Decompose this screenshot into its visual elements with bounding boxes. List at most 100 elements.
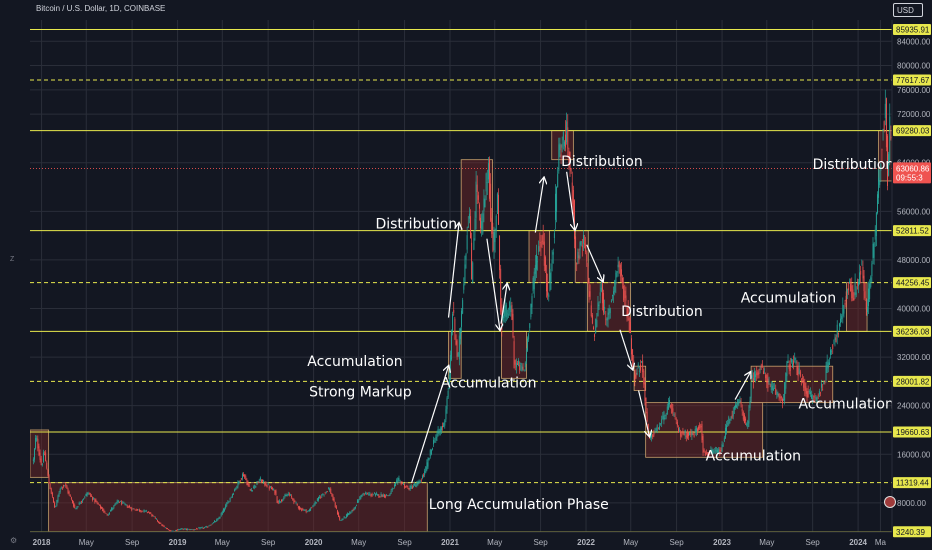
- time-axis[interactable]: [30, 532, 892, 550]
- candle-body: [300, 508, 302, 510]
- candle-body: [160, 523, 162, 524]
- annotation-label: Accumulation: [741, 290, 836, 306]
- left-toolbar: Z ⚙: [0, 0, 30, 550]
- candle-body: [427, 459, 429, 467]
- candle-body: [360, 495, 362, 498]
- candle-body: [379, 496, 381, 497]
- candle-body: [720, 450, 722, 452]
- candle-body: [399, 480, 401, 482]
- x-tick-label: Sep: [261, 538, 276, 547]
- candle-body: [199, 527, 201, 529]
- candle-body: [609, 308, 611, 314]
- candle-body: [697, 429, 698, 431]
- candle-body: [527, 338, 528, 351]
- candle-body: [215, 521, 217, 522]
- candle-body: [872, 243, 874, 259]
- candle-body: [560, 154, 562, 158]
- candle-body: [702, 436, 704, 453]
- candle-body: [307, 510, 309, 512]
- candle-body: [464, 264, 466, 282]
- candle-body: [466, 235, 468, 250]
- candle-body: [40, 458, 42, 465]
- candle-body: [103, 509, 105, 512]
- candle-body: [169, 530, 171, 532]
- candle-body: [134, 509, 136, 511]
- level-badges: 85935.91 77617.67 69280.03 52811.52 44256.45…: [893, 23, 931, 538]
- candle-body: [733, 406, 735, 410]
- price-axis[interactable]: [892, 20, 932, 532]
- candle-body: [435, 437, 437, 441]
- candle-body: [566, 121, 568, 143]
- candle-body: [411, 486, 413, 489]
- candle-body: [150, 512, 152, 514]
- trend-arrow: [586, 244, 603, 281]
- candle-body: [729, 421, 731, 423]
- candle-body: [195, 529, 196, 530]
- level-badge-label: 11319.44: [896, 479, 929, 488]
- candle-body: [183, 528, 185, 530]
- candle-body: [665, 414, 667, 417]
- currency-button[interactable]: USD: [893, 3, 923, 17]
- candle-body: [48, 475, 50, 484]
- candle-body: [529, 323, 531, 328]
- candle-body: [415, 484, 417, 487]
- y-tick-label: 16000.00: [897, 450, 931, 459]
- x-tick-label: Sep: [533, 538, 548, 547]
- candle-body: [533, 271, 535, 290]
- candle-body: [79, 503, 81, 504]
- candle-body: [363, 493, 365, 495]
- candle-body: [847, 288, 849, 291]
- candle-body: [207, 526, 209, 528]
- candle-body: [245, 476, 247, 480]
- candle-body: [632, 349, 634, 361]
- candle-body: [75, 508, 77, 509]
- candle-body: [78, 502, 80, 505]
- candle-body: [235, 488, 237, 490]
- candle-body: [889, 116, 891, 161]
- candle-body: [182, 528, 184, 530]
- candle-body: [219, 516, 221, 519]
- candle-body: [817, 395, 819, 397]
- settings-icon[interactable]: ⚙: [10, 536, 18, 545]
- candle-body: [590, 305, 592, 317]
- candle-body: [686, 432, 688, 439]
- level-badge: [893, 477, 931, 489]
- candle-body: [387, 495, 389, 496]
- candle-body: [809, 391, 811, 395]
- annotation-label: Accumulation: [441, 375, 536, 391]
- candle-body: [866, 307, 868, 313]
- candle-body: [655, 429, 657, 430]
- candle-body: [690, 432, 692, 436]
- candle-body: [496, 193, 498, 214]
- candle-body: [122, 502, 124, 503]
- candle-body: [127, 507, 129, 508]
- candle-body: [314, 501, 316, 505]
- candle-body: [596, 320, 598, 327]
- candle-body: [432, 448, 433, 450]
- candle-body: [831, 351, 833, 353]
- candle-body: [115, 502, 117, 504]
- candle-body: [721, 444, 723, 452]
- arrow-layer: [411, 171, 751, 483]
- candle-body: [368, 493, 370, 496]
- plot-area: [30, 20, 892, 532]
- candle-body: [407, 487, 409, 489]
- candle-body: [144, 510, 146, 512]
- candle-body: [619, 264, 621, 277]
- candle-body: [273, 488, 275, 491]
- candle-body: [445, 409, 447, 420]
- candle-body: [546, 273, 547, 292]
- candle-body: [378, 494, 380, 497]
- candle-body: [459, 328, 461, 339]
- candle-body: [769, 383, 771, 385]
- left-tool-icon[interactable]: Z: [10, 256, 15, 263]
- candle-body: [124, 504, 126, 505]
- candle-body: [637, 364, 639, 368]
- candle-body: [730, 417, 732, 420]
- candle-body: [348, 513, 350, 515]
- candle-body: [263, 480, 265, 483]
- candle-body: [643, 370, 645, 385]
- candle-body: [37, 438, 39, 449]
- candle-body: [438, 431, 440, 434]
